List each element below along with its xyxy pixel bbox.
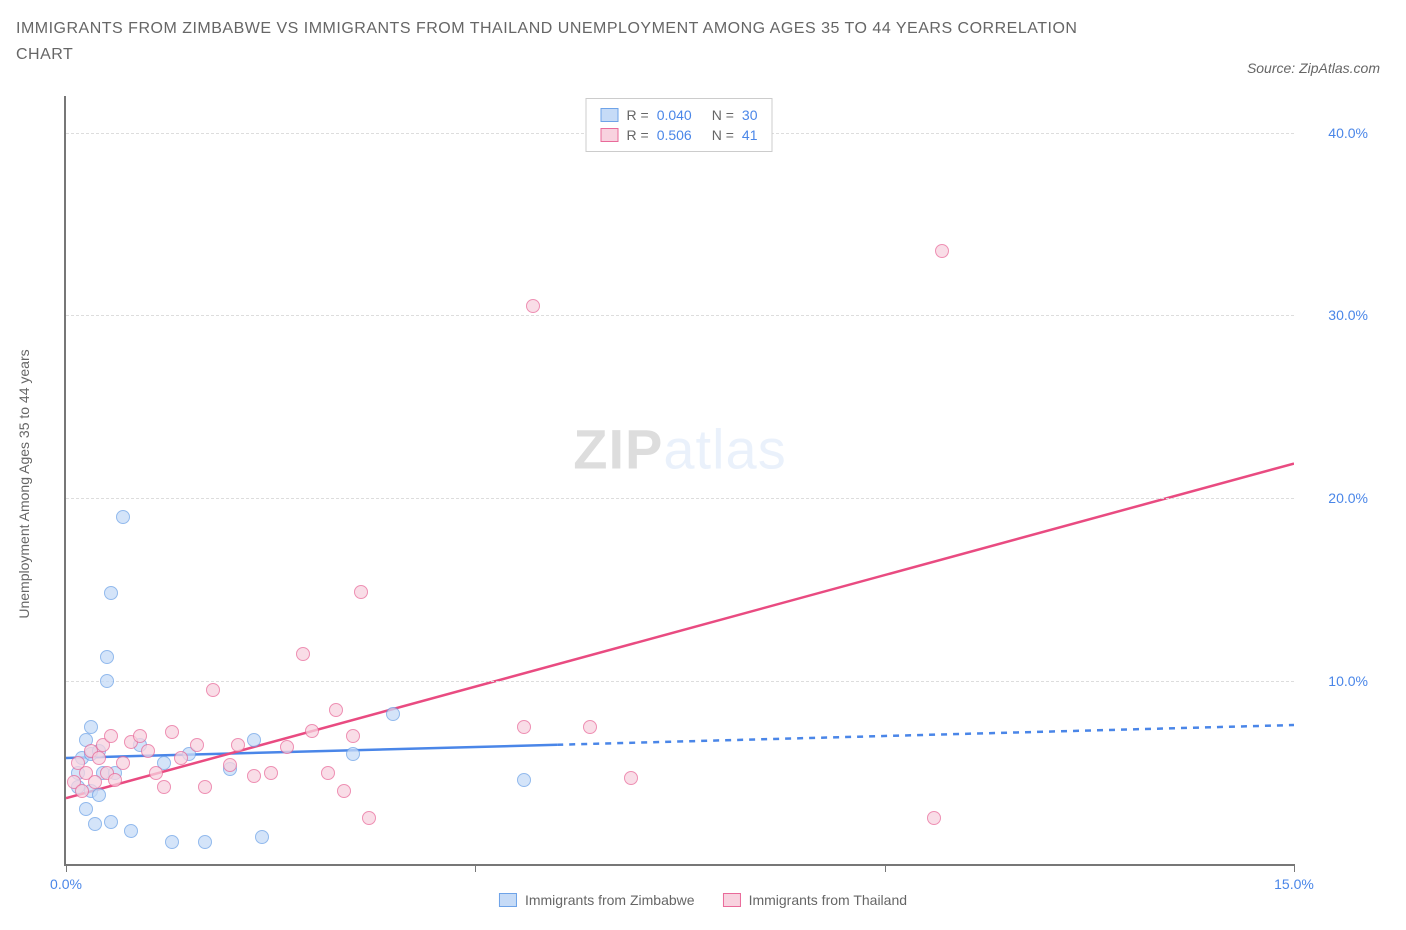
scatter-point <box>255 830 269 844</box>
scatter-point <box>133 729 147 743</box>
x-tick-label: 0.0% <box>50 876 82 892</box>
n-value-zimbabwe: 30 <box>742 107 758 123</box>
scatter-point <box>165 835 179 849</box>
scatter-point <box>108 773 122 787</box>
scatter-point <box>141 744 155 758</box>
n-label: N = <box>712 107 734 123</box>
trend-line <box>66 464 1294 799</box>
scatter-point <box>247 769 261 783</box>
x-tick-label: 15.0% <box>1274 876 1314 892</box>
watermark-brand-a: ZIP <box>573 418 663 481</box>
scatter-point <box>92 751 106 765</box>
x-tick <box>475 864 476 872</box>
scatter-point <box>354 585 368 599</box>
scatter-point <box>116 510 130 524</box>
scatter-point <box>247 733 261 747</box>
scatter-point <box>100 674 114 688</box>
scatter-point <box>346 747 360 761</box>
x-tick <box>885 864 886 872</box>
scatter-point <box>346 729 360 743</box>
gridline <box>66 315 1294 316</box>
x-tick <box>66 864 67 872</box>
r-label: R = <box>627 127 649 143</box>
scatter-point <box>104 815 118 829</box>
scatter-point <box>321 766 335 780</box>
scatter-point <box>206 683 220 697</box>
chart-title: IMMIGRANTS FROM ZIMBABWE VS IMMIGRANTS F… <box>16 16 1116 67</box>
r-value-zimbabwe: 0.040 <box>657 107 692 123</box>
scatter-point <box>174 751 188 765</box>
n-label: N = <box>712 127 734 143</box>
scatter-point <box>935 244 949 258</box>
trend-line <box>557 725 1294 745</box>
scatter-point <box>157 780 171 794</box>
swatch-zimbabwe <box>601 108 619 122</box>
plot-area-wrap: R = 0.040 N = 30 R = 0.506 N = 41 ZIPatl… <box>64 96 1294 866</box>
scatter-point <box>526 299 540 313</box>
gridline <box>66 681 1294 682</box>
stats-row-zimbabwe: R = 0.040 N = 30 <box>601 105 758 125</box>
scatter-point <box>100 650 114 664</box>
scatter-point <box>149 766 163 780</box>
scatter-point <box>280 740 294 754</box>
r-label: R = <box>627 107 649 123</box>
y-tick-label: 30.0% <box>1328 307 1368 323</box>
source-label: Source: ZipAtlas.com <box>1247 60 1380 76</box>
scatter-point <box>624 771 638 785</box>
scatter-point <box>517 720 531 734</box>
plot-area: ZIPatlas 10.0%20.0%30.0%40.0%0.0%15.0% <box>64 96 1294 866</box>
stats-row-thailand: R = 0.506 N = 41 <box>601 125 758 145</box>
r-value-thailand: 0.506 <box>657 127 692 143</box>
scatter-point <box>79 802 93 816</box>
gridline <box>66 498 1294 499</box>
scatter-point <box>329 703 343 717</box>
watermark: ZIPatlas <box>573 417 786 482</box>
scatter-point <box>927 811 941 825</box>
legend-label-zimbabwe: Immigrants from Zimbabwe <box>525 892 695 908</box>
scatter-point <box>88 817 102 831</box>
swatch-zimbabwe <box>499 893 517 907</box>
scatter-point <box>116 756 130 770</box>
scatter-point <box>264 766 278 780</box>
series-legend: Immigrants from Zimbabwe Immigrants from… <box>499 892 907 908</box>
stats-legend: R = 0.040 N = 30 R = 0.506 N = 41 <box>586 98 773 152</box>
scatter-point <box>190 738 204 752</box>
scatter-point <box>104 729 118 743</box>
x-tick <box>1294 864 1295 872</box>
y-tick-label: 20.0% <box>1328 490 1368 506</box>
y-tick-label: 10.0% <box>1328 673 1368 689</box>
scatter-point <box>305 724 319 738</box>
legend-item-thailand: Immigrants from Thailand <box>723 892 907 908</box>
swatch-thailand <box>723 893 741 907</box>
scatter-point <box>517 773 531 787</box>
scatter-point <box>104 586 118 600</box>
scatter-point <box>231 738 245 752</box>
y-tick-label: 40.0% <box>1328 125 1368 141</box>
swatch-thailand <box>601 128 619 142</box>
y-axis-label: Unemployment Among Ages 35 to 44 years <box>16 349 32 618</box>
chart-container: IMMIGRANTS FROM ZIMBABWE VS IMMIGRANTS F… <box>16 16 1390 914</box>
scatter-point <box>223 758 237 772</box>
scatter-point <box>88 775 102 789</box>
scatter-point <box>583 720 597 734</box>
legend-label-thailand: Immigrants from Thailand <box>749 892 907 908</box>
n-value-thailand: 41 <box>742 127 758 143</box>
scatter-point <box>296 647 310 661</box>
scatter-point <box>75 784 89 798</box>
watermark-brand-b: atlas <box>663 418 786 481</box>
scatter-point <box>124 824 138 838</box>
legend-item-zimbabwe: Immigrants from Zimbabwe <box>499 892 695 908</box>
scatter-point <box>92 788 106 802</box>
scatter-point <box>337 784 351 798</box>
scatter-point <box>386 707 400 721</box>
trend-lines-svg <box>66 96 1294 864</box>
scatter-point <box>198 780 212 794</box>
scatter-point <box>165 725 179 739</box>
scatter-point <box>362 811 376 825</box>
scatter-point <box>198 835 212 849</box>
